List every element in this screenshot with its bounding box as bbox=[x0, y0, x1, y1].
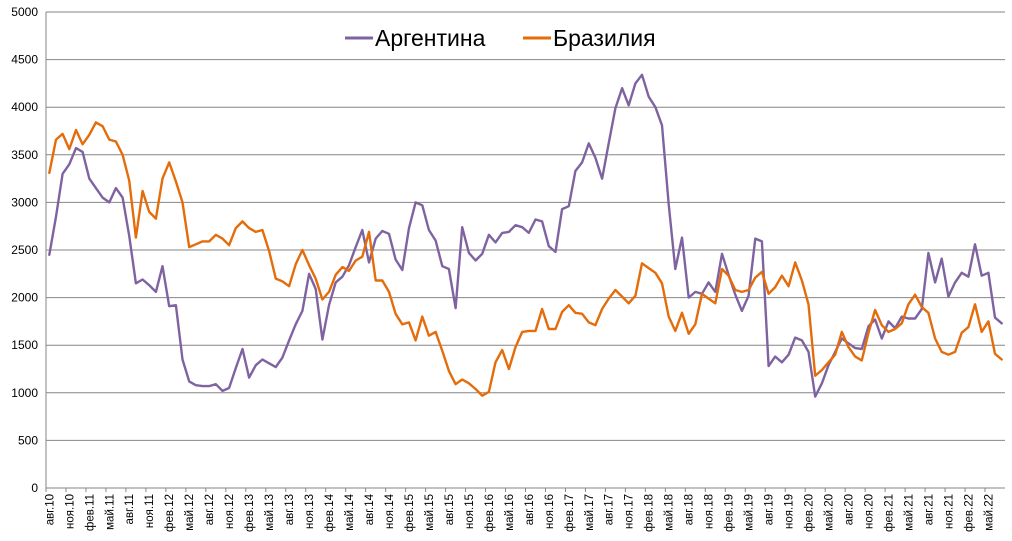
x-tick-label: авг.18 bbox=[684, 494, 696, 525]
x-tick-label: фев.16 bbox=[484, 494, 496, 532]
x-tick-label: фев.20 bbox=[804, 494, 816, 532]
y-axis-tick-labels: 0 500 1000 1500 2000 2500 3000 3500 4000 4500 5000 bbox=[11, 5, 38, 495]
legend-label-0: Аргентина bbox=[375, 25, 486, 51]
x-tick-label: ноя.10 bbox=[64, 494, 76, 529]
x-tick-label: авг.12 bbox=[204, 494, 216, 525]
x-tick-label: фев.17 bbox=[564, 494, 576, 532]
x-tick-label: май.20 bbox=[824, 494, 836, 531]
x-tick-label: май.19 bbox=[744, 494, 756, 531]
y-tick-label: 5000 bbox=[11, 5, 38, 19]
gridlines bbox=[46, 11, 1005, 441]
x-tick-label: май.12 bbox=[184, 494, 196, 531]
x-tick-label: авг.21 bbox=[923, 494, 935, 525]
x-tick-label: май.17 bbox=[584, 494, 596, 531]
x-tick-label: фев.14 bbox=[324, 493, 336, 532]
x-tick-label: фев.19 bbox=[724, 494, 736, 532]
series-line-1 bbox=[48, 121, 1003, 397]
x-tick-label: ноя.11 bbox=[144, 494, 156, 528]
series-lines bbox=[48, 73, 1003, 398]
x-tick-label: авг.20 bbox=[843, 494, 855, 525]
x-tick-label: фев.15 bbox=[404, 494, 416, 532]
x-tick-label: ноя.13 bbox=[304, 494, 316, 529]
x-tick-label: авг.10 bbox=[44, 494, 56, 525]
y-tick-label: 2500 bbox=[11, 243, 38, 257]
x-tick-label: ноя.19 bbox=[784, 494, 796, 529]
x-tick-label: май.11 bbox=[104, 494, 116, 530]
x-tick-label: май.14 bbox=[344, 493, 356, 530]
x-tick-label: ноя.14 bbox=[384, 493, 396, 529]
x-axis-tick-labels: авг.10 ноя.10 фев.11 май.11 авг.11 ноя.11 фев.… bbox=[44, 488, 995, 532]
x-tick-label: май.15 bbox=[424, 494, 436, 531]
x-tick-label: фев.12 bbox=[164, 494, 176, 532]
x-tick-label: ноя.15 bbox=[464, 494, 476, 529]
y-tick-label: 500 bbox=[18, 433, 38, 447]
x-tick-label: май.21 bbox=[903, 494, 915, 531]
series-line-0 bbox=[48, 73, 1003, 398]
legend: Аргентина Бразилия bbox=[345, 25, 656, 51]
x-tick-label: ноя.18 bbox=[704, 494, 716, 529]
x-tick-label: авг.13 bbox=[284, 494, 296, 525]
y-tick-label: 4000 bbox=[11, 100, 38, 114]
x-tick-label: фев.22 bbox=[963, 494, 975, 532]
y-tick-label: 1000 bbox=[11, 386, 38, 400]
x-tick-label: ноя.16 bbox=[544, 494, 556, 529]
x-tick-label: авг.16 bbox=[524, 494, 536, 525]
x-tick-label: фев.18 bbox=[644, 494, 656, 532]
x-tick-label: ноя.12 bbox=[224, 494, 236, 529]
x-tick-label: фев.21 bbox=[883, 494, 895, 532]
y-tick-label: 3500 bbox=[11, 148, 38, 162]
x-tick-label: ноя.21 bbox=[943, 494, 955, 529]
x-tick-label: фев.11 bbox=[84, 494, 96, 531]
x-tick-label: авг.11 bbox=[124, 494, 136, 524]
x-tick-label: май.22 bbox=[983, 494, 995, 531]
x-tick-label: май.16 bbox=[504, 494, 516, 531]
x-tick-label: ноя.17 bbox=[624, 494, 636, 529]
y-tick-label: 3000 bbox=[11, 195, 38, 209]
x-tick-label: май.13 bbox=[264, 494, 276, 531]
x-tick-label: авг.19 bbox=[764, 494, 776, 525]
legend-label-1: Бразилия bbox=[553, 25, 656, 51]
x-tick-label: авг.17 bbox=[604, 494, 616, 525]
x-tick-label: ноя.20 bbox=[863, 494, 875, 529]
y-tick-label: 2000 bbox=[11, 291, 38, 305]
x-tick-label: фев.13 bbox=[244, 494, 256, 532]
x-tick-label: авг.15 bbox=[444, 494, 456, 525]
y-tick-label: 0 bbox=[31, 481, 38, 495]
x-tick-label: май.18 bbox=[664, 494, 676, 531]
y-tick-label: 1500 bbox=[11, 338, 38, 352]
x-tick-label: авг.14 bbox=[364, 493, 376, 525]
y-tick-label: 4500 bbox=[11, 53, 38, 67]
